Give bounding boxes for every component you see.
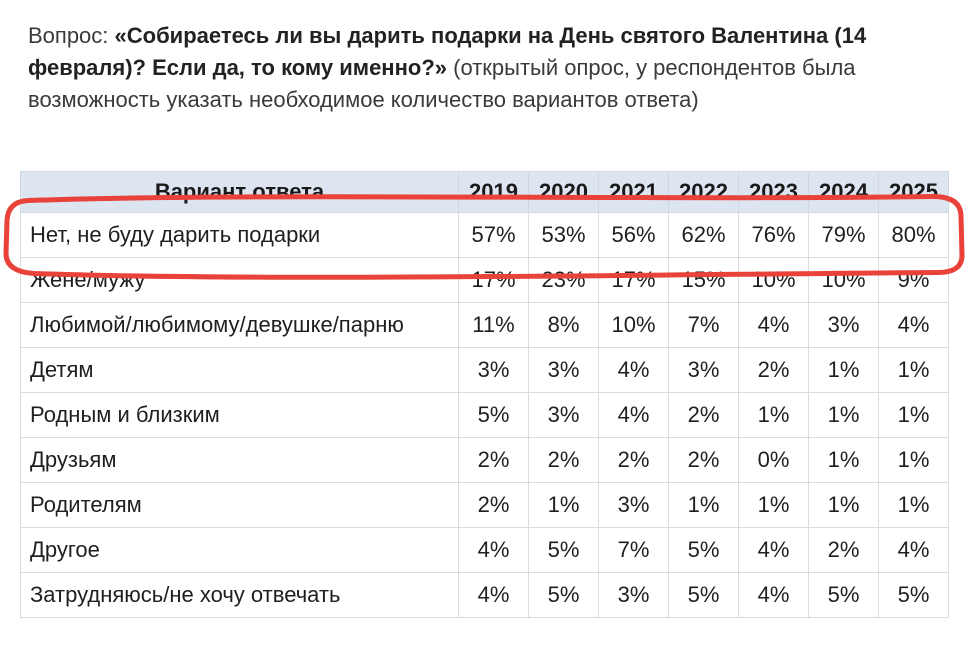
answer-label: Родителям: [20, 482, 459, 528]
value-cell: 4%: [878, 302, 949, 348]
question-prefix: Вопрос:: [28, 23, 115, 48]
value-cell: 8%: [528, 302, 599, 348]
value-cell: 1%: [808, 347, 879, 393]
value-cell: 3%: [528, 392, 599, 438]
table-row: Родителям 2% 1% 3% 1% 1% 1% 1%: [20, 482, 949, 528]
table-row: Друзьям 2% 2% 2% 2% 0% 1% 1%: [20, 437, 949, 483]
table-row: Детям 3% 3% 4% 3% 2% 1% 1%: [20, 347, 949, 393]
column-header-year: 2025: [878, 171, 949, 213]
column-header-year: 2021: [598, 171, 669, 213]
value-cell: 1%: [738, 482, 809, 528]
value-cell: 76%: [738, 212, 809, 258]
value-cell: 1%: [668, 482, 739, 528]
value-cell: 56%: [598, 212, 669, 258]
value-cell: 5%: [808, 572, 879, 618]
value-cell: 2%: [668, 437, 739, 483]
value-cell: 9%: [878, 257, 949, 303]
answer-label: Нет, не буду дарить подарки: [20, 212, 459, 258]
value-cell: 5%: [528, 527, 599, 573]
value-cell: 4%: [458, 527, 529, 573]
table-row: Родным и близким 5% 3% 4% 2% 1% 1% 1%: [20, 392, 949, 438]
table-row: Жене/мужу 17% 23% 17% 15% 10% 10% 9%: [20, 257, 949, 303]
table-row: Затрудняюсь/не хочу отвечать 4% 5% 3% 5% 4% 5%…: [20, 572, 949, 618]
table-body: Нет, не буду дарить подарки 57% 53% 56% 62% 7…: [20, 212, 949, 618]
value-cell: 11%: [458, 302, 529, 348]
value-cell: 5%: [668, 527, 739, 573]
value-cell: 1%: [528, 482, 599, 528]
answer-label: Друзьям: [20, 437, 459, 483]
value-cell: 3%: [528, 347, 599, 393]
column-header-year: 2022: [668, 171, 739, 213]
value-cell: 1%: [808, 482, 879, 528]
value-cell: 3%: [598, 482, 669, 528]
value-cell: 15%: [668, 257, 739, 303]
value-cell: 3%: [668, 347, 739, 393]
value-cell: 4%: [458, 572, 529, 618]
value-cell: 1%: [878, 437, 949, 483]
value-cell: 79%: [808, 212, 879, 258]
value-cell: 10%: [598, 302, 669, 348]
table-row: Любимой/любимому/девушке/парню 11% 8% 10% 7%…: [20, 302, 949, 348]
question-text: Вопрос: «Собираетесь ли вы дарить подарк…: [28, 20, 928, 116]
value-cell: 4%: [598, 392, 669, 438]
column-header-year: 2020: [528, 171, 599, 213]
question-title: «Собираетесь ли вы дарить подарки на Ден…: [28, 23, 867, 80]
value-cell: 1%: [878, 392, 949, 438]
value-cell: 1%: [738, 392, 809, 438]
answer-label: Родным и близким: [20, 392, 459, 438]
value-cell: 5%: [458, 392, 529, 438]
value-cell: 1%: [878, 347, 949, 393]
table-row: Другое 4% 5% 7% 5% 4% 2% 4%: [20, 527, 949, 573]
value-cell: 17%: [598, 257, 669, 303]
value-cell: 0%: [738, 437, 809, 483]
value-cell: 2%: [738, 347, 809, 393]
column-header-year: 2024: [808, 171, 879, 213]
value-cell: 7%: [598, 527, 669, 573]
answer-label: Другое: [20, 527, 459, 573]
value-cell: 2%: [458, 437, 529, 483]
value-cell: 1%: [808, 437, 879, 483]
value-cell: 2%: [528, 437, 599, 483]
value-cell: 57%: [458, 212, 529, 258]
poll-table: Вариант ответа 2019 2020 2021 2022 2023 2024 20…: [20, 171, 949, 618]
answer-label: Жене/мужу: [20, 257, 459, 303]
value-cell: 3%: [598, 572, 669, 618]
column-header-year: 2023: [738, 171, 809, 213]
value-cell: 62%: [668, 212, 739, 258]
value-cell: 4%: [878, 527, 949, 573]
value-cell: 1%: [878, 482, 949, 528]
value-cell: 23%: [528, 257, 599, 303]
value-cell: 2%: [668, 392, 739, 438]
table-row: Нет, не буду дарить подарки 57% 53% 56% 62% 7…: [20, 212, 949, 258]
value-cell: 10%: [808, 257, 879, 303]
value-cell: 4%: [738, 572, 809, 618]
value-cell: 5%: [878, 572, 949, 618]
value-cell: 5%: [528, 572, 599, 618]
answer-label: Затрудняюсь/не хочу отвечать: [20, 572, 459, 618]
value-cell: 4%: [738, 527, 809, 573]
column-header-year: 2019: [458, 171, 529, 213]
column-header-answer: Вариант ответа: [20, 171, 459, 213]
value-cell: 4%: [738, 302, 809, 348]
value-cell: 2%: [808, 527, 879, 573]
value-cell: 3%: [458, 347, 529, 393]
value-cell: 17%: [458, 257, 529, 303]
value-cell: 7%: [668, 302, 739, 348]
value-cell: 80%: [878, 212, 949, 258]
value-cell: 2%: [598, 437, 669, 483]
value-cell: 5%: [668, 572, 739, 618]
value-cell: 53%: [528, 212, 599, 258]
answer-label: Любимой/любимому/девушке/парню: [20, 302, 459, 348]
question-note: (открытый опрос, у респондентов была воз…: [28, 55, 856, 112]
value-cell: 10%: [738, 257, 809, 303]
answer-label: Детям: [20, 347, 459, 393]
value-cell: 1%: [808, 392, 879, 438]
value-cell: 3%: [808, 302, 879, 348]
value-cell: 2%: [458, 482, 529, 528]
value-cell: 4%: [598, 347, 669, 393]
table-header-row: Вариант ответа 2019 2020 2021 2022 2023 2024 20…: [20, 171, 949, 213]
